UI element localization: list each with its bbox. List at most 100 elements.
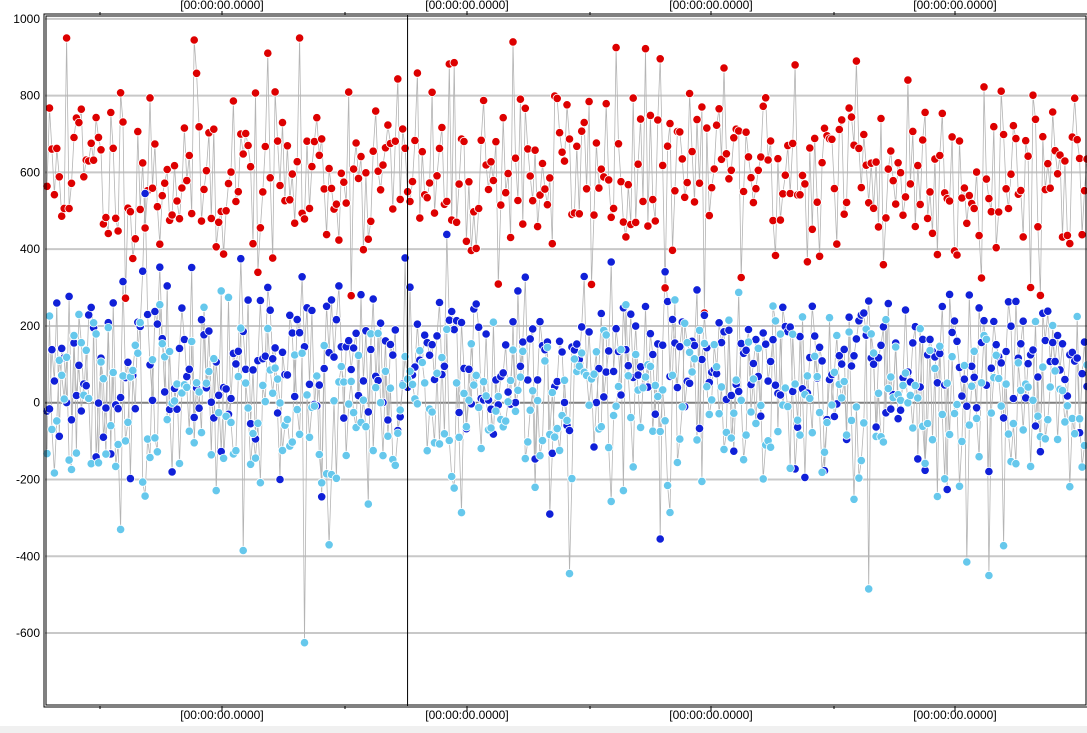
data-point	[1079, 440, 1087, 451]
data-point	[606, 257, 616, 267]
data-point	[699, 338, 710, 349]
data-point	[169, 396, 180, 406]
data-point	[442, 324, 452, 334]
data-point	[123, 357, 133, 367]
data-point	[954, 136, 965, 146]
data-point	[356, 290, 366, 300]
data-point	[253, 267, 263, 277]
data-point	[697, 476, 707, 486]
data-point	[935, 341, 945, 351]
data-point	[898, 210, 908, 220]
data-point	[174, 343, 185, 353]
data-point	[1023, 151, 1033, 161]
data-point	[707, 395, 717, 405]
data-point	[635, 422, 646, 432]
data-point	[454, 432, 464, 442]
data-point	[849, 351, 859, 361]
data-point	[260, 141, 270, 152]
data-point	[236, 254, 246, 264]
data-point	[344, 399, 354, 409]
data-point	[704, 409, 714, 419]
data-point	[69, 132, 79, 143]
data-point	[307, 305, 317, 316]
data-point	[133, 127, 143, 137]
data-point	[604, 346, 614, 356]
data-point	[601, 99, 611, 109]
data-point	[358, 395, 368, 405]
data-point	[363, 407, 373, 417]
data-point	[768, 301, 778, 311]
data-point	[721, 149, 732, 159]
data-point	[432, 368, 442, 378]
data-point	[832, 330, 842, 341]
data-point	[57, 370, 67, 380]
data-point	[223, 292, 234, 302]
data-point	[959, 374, 970, 384]
data-point	[1045, 183, 1055, 193]
data-point	[515, 361, 526, 371]
data-point	[390, 136, 400, 146]
data-point	[692, 435, 702, 445]
data-points	[42, 33, 1087, 648]
data-point	[846, 112, 857, 122]
data-point	[952, 336, 962, 346]
data-point	[996, 358, 1006, 368]
data-point	[682, 338, 692, 348]
data-point	[611, 324, 621, 334]
data-point	[994, 207, 1004, 217]
data-point	[177, 183, 187, 193]
data-point	[908, 423, 918, 433]
data-point	[49, 468, 60, 478]
data-point	[692, 115, 702, 125]
data-point	[250, 88, 261, 98]
data-point	[307, 162, 317, 172]
data-point	[579, 117, 589, 128]
data-point	[579, 271, 589, 282]
data-point	[528, 196, 538, 206]
data-point	[344, 87, 354, 97]
data-point	[805, 393, 815, 403]
data-point	[763, 376, 773, 386]
data-point	[66, 415, 77, 425]
data-point	[1001, 379, 1011, 389]
data-point	[192, 68, 202, 78]
data-point	[922, 213, 933, 223]
data-point	[601, 330, 611, 340]
data-point	[375, 318, 386, 328]
data-point	[196, 315, 207, 325]
data-point	[586, 279, 597, 289]
data-point	[106, 421, 116, 431]
data-point	[417, 147, 427, 157]
data-point	[694, 325, 705, 335]
data-point	[822, 417, 832, 428]
data-point	[1008, 121, 1019, 131]
data-point	[967, 381, 977, 391]
data-point	[775, 390, 786, 400]
data-point	[660, 283, 670, 293]
data-point	[165, 346, 175, 357]
data-point	[508, 317, 518, 327]
data-point	[878, 260, 889, 270]
data-point	[611, 401, 621, 411]
data-point	[319, 363, 329, 374]
data-point	[976, 378, 987, 388]
data-point	[537, 435, 548, 446]
data-point	[1011, 134, 1021, 144]
data-point	[71, 448, 82, 458]
data-point	[103, 228, 113, 239]
data-point	[351, 138, 361, 148]
data-point	[341, 450, 351, 461]
data-point	[974, 231, 984, 241]
data-point	[984, 194, 994, 204]
data-point	[1077, 369, 1087, 379]
data-point	[390, 325, 400, 335]
data-point	[272, 374, 283, 384]
data-point	[1011, 459, 1021, 469]
data-point	[155, 262, 165, 272]
data-point	[672, 382, 683, 393]
data-point	[341, 198, 351, 208]
data-point	[746, 407, 756, 417]
data-point	[464, 177, 474, 187]
data-point	[959, 183, 970, 193]
data-point	[1050, 366, 1060, 376]
